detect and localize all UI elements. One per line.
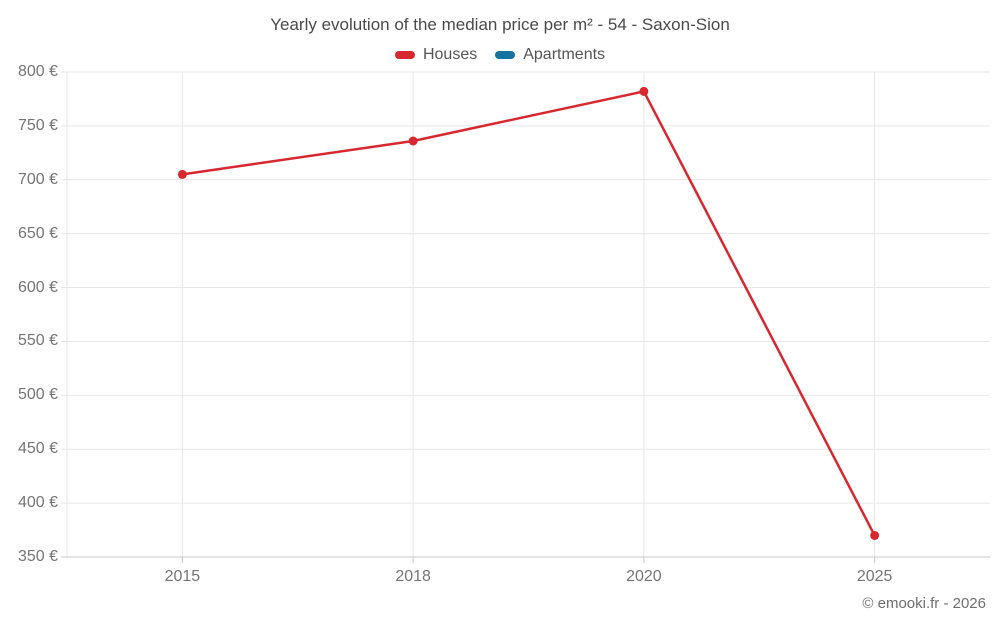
legend: Houses Apartments (0, 46, 1000, 64)
series-line-houses (181, 90, 876, 537)
legend-label-apartments: Apartments (523, 46, 606, 63)
data-point[interactable] (177, 169, 187, 179)
houses-swatch-icon (394, 51, 415, 59)
data-point[interactable] (870, 530, 880, 540)
legend-label-houses: Houses (422, 46, 478, 63)
x-tick-label: 2025 (856, 568, 893, 585)
y-tick-label: 600 € (17, 278, 58, 296)
y-tick-label: 700 € (17, 170, 58, 188)
copyright: © emooki.fr - 2026 (862, 595, 986, 612)
y-tick-label: 400 € (17, 494, 58, 512)
data-point[interactable] (639, 86, 649, 96)
legend-item-apartments[interactable]: Apartments (495, 46, 605, 64)
y-tick-label: 750 € (17, 116, 58, 134)
y-tick-label: 450 € (17, 440, 58, 458)
y-tick-label: 550 € (17, 332, 58, 350)
apartments-swatch-icon (495, 51, 516, 59)
data-point[interactable] (408, 136, 418, 146)
x-tick-label: 2020 (626, 568, 662, 585)
legend-item-houses[interactable]: Houses (394, 46, 478, 64)
y-tick-label: 500 € (17, 386, 58, 404)
chart-title: Yearly evolution of the median price per… (270, 15, 730, 34)
x-tick-label: 2015 (164, 568, 201, 585)
y-tick-label: 800 € (17, 63, 58, 80)
y-tick-label: 650 € (17, 224, 58, 242)
y-tick-label: 350 € (17, 548, 58, 565)
x-tick-label: 2018 (395, 568, 431, 585)
